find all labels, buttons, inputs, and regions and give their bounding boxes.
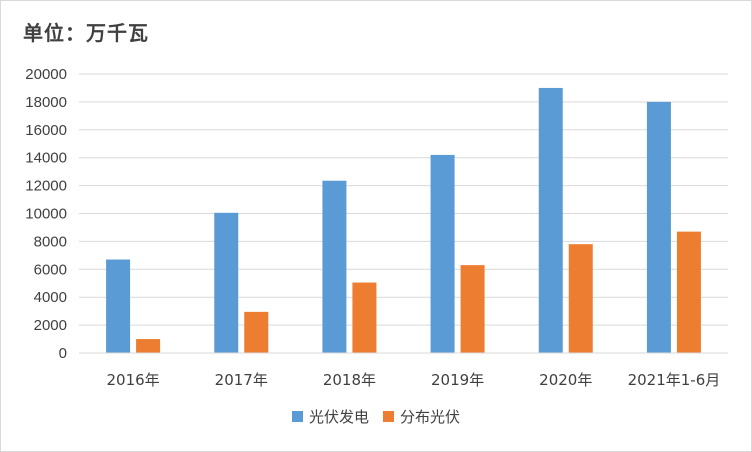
bar-distributed-pv bbox=[136, 339, 161, 353]
y-tick-label: 4000 bbox=[34, 289, 67, 306]
bar-distributed-pv bbox=[244, 311, 269, 353]
y-tick-label: 16000 bbox=[25, 122, 67, 139]
y-tick-label: 0 bbox=[59, 345, 67, 362]
gridlines bbox=[79, 73, 728, 326]
bar-pv-generation bbox=[214, 212, 239, 353]
x-tick-label: 2017年 bbox=[215, 371, 268, 389]
x-tick-label: 2018年 bbox=[323, 371, 376, 389]
x-tick-label: 2016年 bbox=[106, 371, 159, 389]
legend: 光伏发电 分布光伏 bbox=[292, 408, 460, 426]
bars bbox=[106, 87, 701, 354]
y-axis-ticks: 0 2000 4000 6000 8000 10000 12000 14000 16000 180… bbox=[25, 66, 67, 362]
bar-pv-generation bbox=[430, 154, 455, 353]
bar-pv-generation bbox=[322, 180, 347, 353]
x-tick-label: 2020年 bbox=[539, 371, 592, 389]
legend-label: 分布光伏 bbox=[400, 408, 460, 426]
y-tick-label: 18000 bbox=[25, 94, 67, 111]
bar-distributed-pv bbox=[676, 231, 701, 353]
y-tick-label: 6000 bbox=[34, 261, 67, 278]
x-tick-label: 2021年1-6月 bbox=[628, 371, 721, 389]
bar-pv-generation bbox=[646, 101, 671, 354]
y-tick-label: 8000 bbox=[34, 233, 67, 250]
y-tick-label: 20000 bbox=[25, 66, 67, 83]
y-tick-label: 12000 bbox=[25, 178, 67, 195]
bar-pv-generation bbox=[106, 259, 131, 353]
x-tick-label: 2019年 bbox=[431, 371, 484, 389]
y-tick-label: 14000 bbox=[25, 150, 67, 167]
bar-distributed-pv bbox=[460, 265, 485, 353]
unit-label: 单位：万千瓦 bbox=[23, 21, 149, 45]
x-axis-ticks: 2016年 2017年 2018年 2019年 2020年 2021年1-6月 bbox=[106, 371, 720, 389]
bar-distributed-pv bbox=[568, 244, 593, 353]
legend-swatch-pv-generation bbox=[292, 411, 303, 422]
y-tick-label: 2000 bbox=[34, 317, 67, 334]
bar-pv-generation bbox=[538, 87, 563, 353]
legend-swatch-distributed-pv bbox=[383, 411, 394, 422]
bar-distributed-pv bbox=[352, 282, 377, 353]
legend-label: 光伏发电 bbox=[309, 408, 369, 426]
y-tick-label: 10000 bbox=[25, 206, 67, 223]
